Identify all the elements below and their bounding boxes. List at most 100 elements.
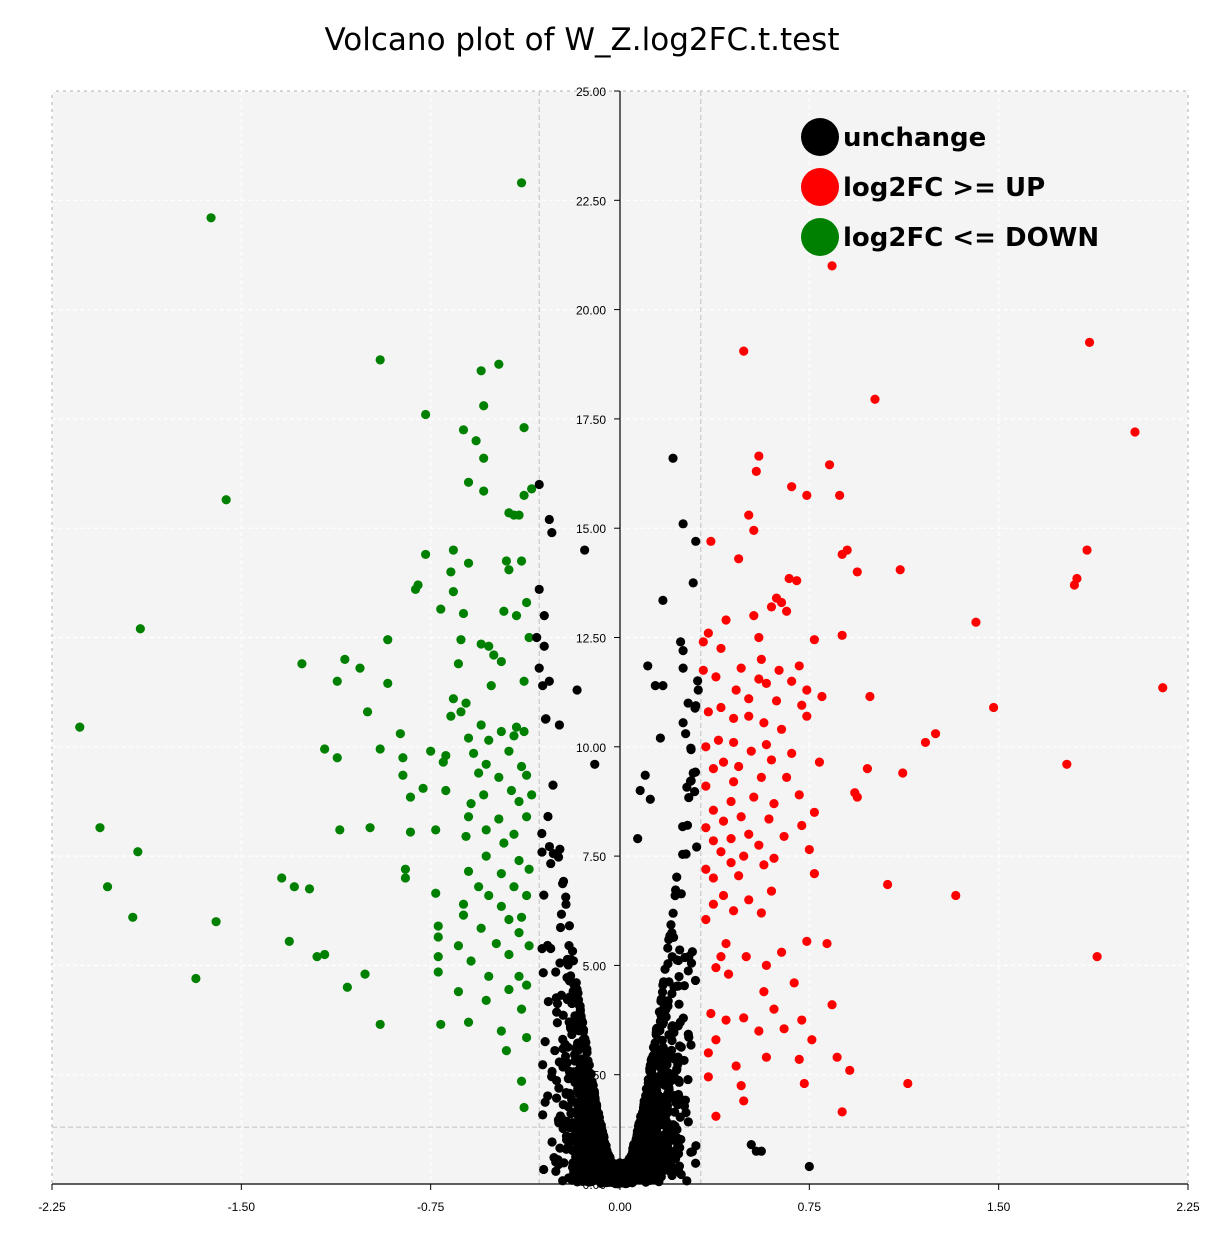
up-point — [708, 764, 719, 774]
down-point — [211, 917, 221, 927]
unchange-point — [678, 646, 688, 656]
unchange-point — [644, 1081, 654, 1091]
up-point — [759, 860, 769, 870]
up-point — [794, 1054, 804, 1064]
up-point — [754, 451, 764, 461]
down-point — [527, 484, 537, 494]
unchange-point — [668, 453, 678, 463]
unchange-point — [596, 1124, 606, 1135]
down-point — [501, 1046, 511, 1056]
unchange-point — [655, 1118, 665, 1128]
up-point — [814, 757, 825, 767]
down-point — [453, 941, 464, 951]
unchange-point — [670, 1074, 681, 1084]
unchange-point — [600, 1145, 611, 1155]
down-point — [463, 812, 474, 822]
down-point — [433, 921, 443, 931]
up-point — [930, 729, 941, 739]
up-point — [734, 761, 744, 772]
unchange-point — [590, 759, 600, 769]
up-point — [749, 525, 759, 535]
down-point — [481, 825, 491, 835]
up-point — [708, 836, 719, 846]
down-point — [221, 495, 231, 505]
unchange-point — [560, 1051, 571, 1061]
unchange-point — [662, 1097, 672, 1107]
unchange-point — [582, 1044, 592, 1054]
down-point — [527, 790, 537, 800]
unchange-point — [651, 1027, 661, 1037]
unchange-point — [656, 1069, 666, 1080]
unchange-point — [575, 1064, 585, 1074]
up-point — [787, 748, 797, 758]
up-point — [802, 711, 812, 721]
down-point — [320, 949, 330, 960]
down-point — [446, 567, 456, 577]
up-point — [827, 261, 837, 271]
unchange-point — [684, 1032, 694, 1042]
down-point — [461, 831, 471, 842]
down-point — [463, 733, 474, 743]
unchange-point — [664, 1084, 674, 1094]
up-point — [989, 702, 999, 713]
up-point — [761, 678, 772, 689]
up-point — [845, 1065, 855, 1075]
unchange-point — [655, 733, 665, 743]
up-point — [739, 851, 749, 861]
down-point — [516, 556, 527, 566]
down-point — [479, 453, 489, 463]
unchange-point — [674, 999, 684, 1009]
unchange-point — [575, 1096, 585, 1106]
down-point — [332, 753, 342, 763]
unchange-point — [657, 987, 668, 997]
unchange-point — [575, 1055, 585, 1065]
unchange-point — [637, 1123, 647, 1133]
unchange-point — [538, 1060, 548, 1070]
down-point — [504, 565, 514, 575]
unchange-point — [650, 680, 660, 691]
up-point — [754, 1026, 764, 1036]
down-point — [421, 549, 431, 560]
up-point — [852, 792, 862, 802]
up-point — [809, 868, 819, 879]
unchange-point — [686, 1147, 696, 1157]
legend-marker-down — [801, 218, 839, 256]
up-point — [761, 1052, 772, 1062]
down-point — [191, 973, 201, 984]
unchange-point — [686, 1040, 696, 1050]
down-point — [504, 746, 514, 756]
up-point — [817, 691, 827, 702]
unchange-point — [587, 1117, 597, 1127]
down-point — [133, 847, 143, 857]
up-point — [721, 938, 731, 949]
unchange-point — [573, 988, 583, 998]
unchange-point — [650, 1038, 660, 1048]
up-point — [903, 1078, 913, 1089]
down-point — [471, 436, 481, 446]
up-point — [754, 840, 764, 850]
x-tick-label: 1.50 — [987, 1200, 1011, 1214]
down-point — [506, 785, 517, 796]
down-point — [398, 770, 408, 780]
up-point — [703, 628, 713, 638]
up-point — [951, 890, 961, 901]
up-point — [701, 742, 711, 752]
down-point — [400, 864, 411, 874]
down-point — [491, 938, 501, 949]
unchange-point — [589, 1140, 600, 1150]
up-point — [718, 890, 729, 901]
unchange-point — [688, 578, 698, 588]
up-point — [716, 643, 726, 654]
unchange-point — [672, 872, 682, 882]
unchange-point — [580, 1034, 590, 1044]
unchange-point — [693, 676, 703, 686]
unchange-point — [537, 944, 547, 954]
unchange-point — [573, 1045, 583, 1055]
unchange-point — [549, 1152, 559, 1163]
up-point — [865, 691, 875, 702]
down-point — [463, 477, 474, 487]
x-tick-label: -1.50 — [228, 1200, 256, 1214]
unchange-point — [691, 536, 701, 546]
down-point — [516, 178, 527, 188]
unchange-point — [663, 959, 673, 969]
